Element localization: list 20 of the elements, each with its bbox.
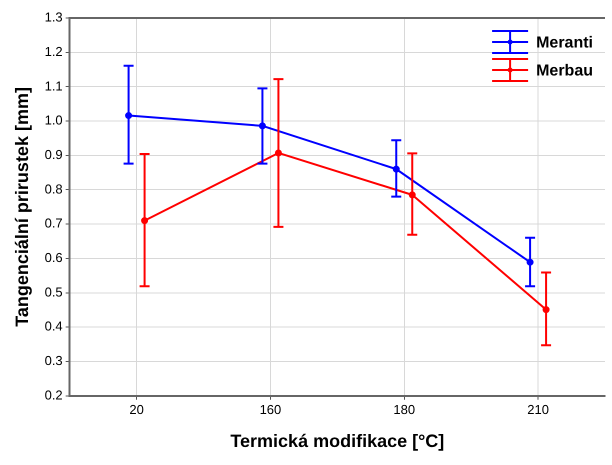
y-tick-label: 0.8 — [44, 181, 63, 196]
y-tick-label: 1.1 — [44, 78, 63, 94]
x-tick-label: 160 — [260, 402, 282, 418]
legend-label: Merbau — [536, 62, 594, 80]
y-tick-label: 0.9 — [44, 146, 63, 162]
x-axis-title: Termická modifikace [°C] — [230, 431, 444, 452]
y-tick-label: 0.2 — [44, 387, 63, 402]
y-tick-label: 0.3 — [44, 353, 63, 368]
y-tick-label: 0.6 — [44, 250, 63, 265]
y-axis-title: Tangenciální prirustek [mm] — [12, 87, 32, 327]
y-tick-label: 1.3 — [44, 10, 63, 25]
legend-label: Meranti — [536, 34, 594, 52]
x-tick-label: 180 — [393, 402, 416, 418]
y-tick-label: 1.2 — [44, 44, 63, 59]
x-tick-label: 210 — [527, 402, 549, 418]
y-tick-label: 0.5 — [44, 284, 63, 300]
y-tick-label: 0.4 — [44, 318, 63, 334]
x-tick-label: 20 — [129, 402, 144, 418]
y-tick-label: 1.0 — [44, 112, 63, 128]
y-tick-label: 0.7 — [44, 216, 63, 231]
